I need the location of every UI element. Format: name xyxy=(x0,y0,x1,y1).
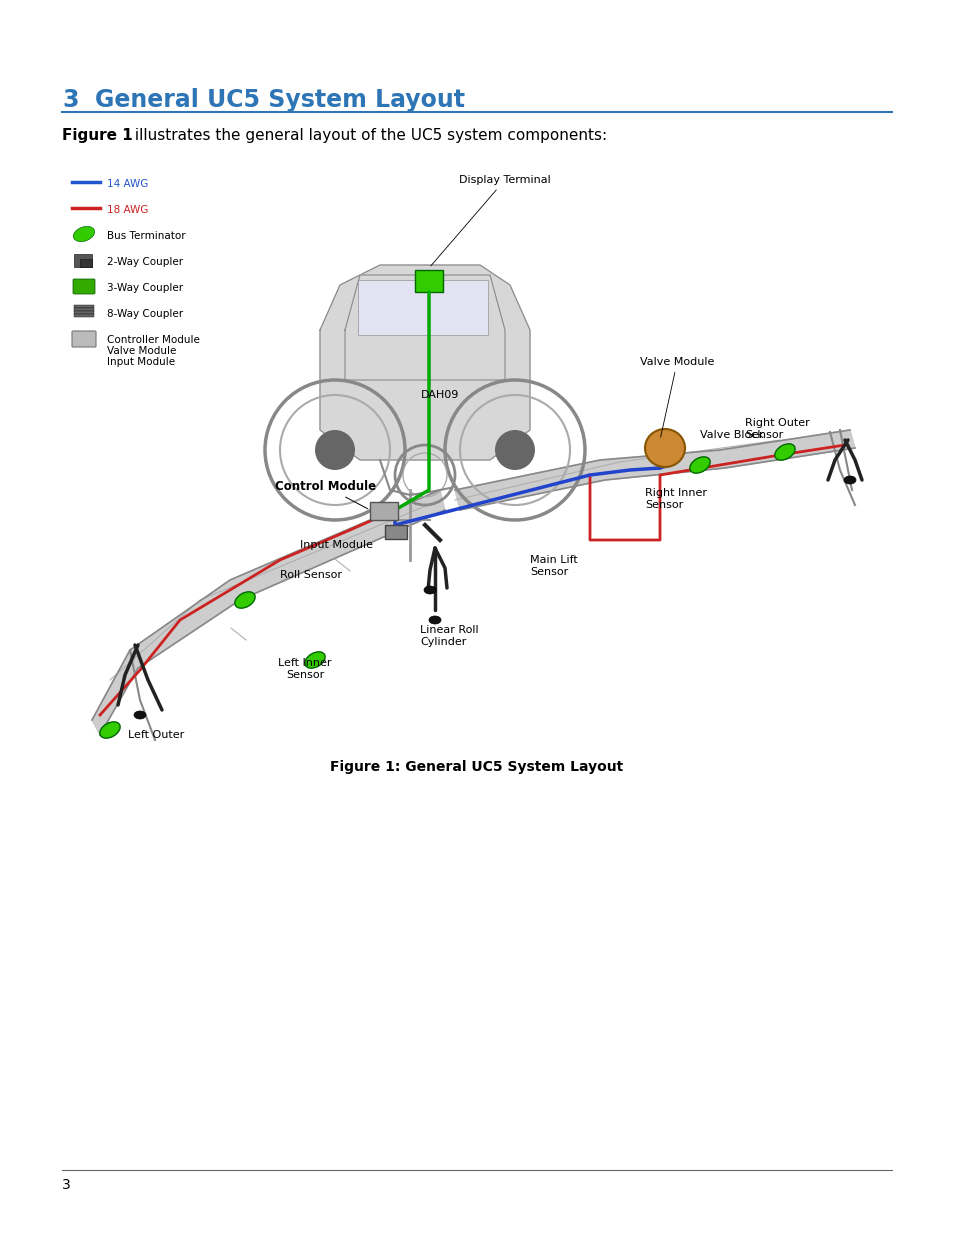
Bar xyxy=(370,501,397,520)
Text: Input Module: Input Module xyxy=(107,357,175,367)
Ellipse shape xyxy=(100,721,120,739)
Ellipse shape xyxy=(429,616,440,624)
Ellipse shape xyxy=(774,443,794,461)
Text: Right Outer
Sensor: Right Outer Sensor xyxy=(744,417,809,441)
Polygon shape xyxy=(455,430,854,510)
Text: Figure 1: Figure 1 xyxy=(62,128,132,143)
Text: Controller Module: Controller Module xyxy=(107,335,200,345)
Polygon shape xyxy=(345,275,504,380)
Text: Input Module: Input Module xyxy=(299,540,373,550)
Ellipse shape xyxy=(305,652,325,668)
Text: Valve Module: Valve Module xyxy=(639,357,714,437)
Text: 3-Way Coupler: 3-Way Coupler xyxy=(107,283,183,293)
Text: Left Outer: Left Outer xyxy=(128,730,184,740)
Text: Main Lift
Sensor: Main Lift Sensor xyxy=(530,555,578,578)
Ellipse shape xyxy=(133,711,146,719)
Bar xyxy=(385,525,407,538)
Bar xyxy=(74,314,94,317)
Text: Valve Module: Valve Module xyxy=(107,346,176,356)
Ellipse shape xyxy=(423,585,436,594)
Text: General UC5 System Layout: General UC5 System Layout xyxy=(95,88,464,112)
Bar xyxy=(415,270,442,291)
Text: 18 AWG: 18 AWG xyxy=(107,205,149,215)
Text: DAH09: DAH09 xyxy=(420,390,458,400)
Text: illustrates the general layout of the UC5 system components:: illustrates the general layout of the UC… xyxy=(130,128,606,143)
Text: Control Module: Control Module xyxy=(274,480,375,509)
Ellipse shape xyxy=(843,475,855,484)
Bar xyxy=(357,280,488,335)
Polygon shape xyxy=(319,266,530,459)
Ellipse shape xyxy=(73,226,94,242)
Bar xyxy=(80,259,91,267)
Text: Left Inner
Sensor: Left Inner Sensor xyxy=(278,658,332,680)
Text: Linear Roll
Cylinder: Linear Roll Cylinder xyxy=(419,625,478,647)
Text: Figure 1: General UC5 System Layout: Figure 1: General UC5 System Layout xyxy=(330,760,623,774)
Ellipse shape xyxy=(644,429,684,467)
Text: Display Terminal: Display Terminal xyxy=(431,175,550,266)
Circle shape xyxy=(495,430,535,471)
Bar xyxy=(74,254,91,267)
FancyBboxPatch shape xyxy=(71,331,96,347)
Polygon shape xyxy=(91,490,444,735)
Text: Bus Terminator: Bus Terminator xyxy=(107,231,186,241)
Ellipse shape xyxy=(234,592,254,608)
Text: Valve Block: Valve Block xyxy=(700,430,763,440)
Bar xyxy=(74,305,94,308)
Text: Roll Sensor: Roll Sensor xyxy=(280,571,341,580)
Text: 3: 3 xyxy=(62,88,78,112)
Text: 2-Way Coupler: 2-Way Coupler xyxy=(107,257,183,267)
FancyBboxPatch shape xyxy=(73,279,95,294)
Text: Right Inner
Sensor: Right Inner Sensor xyxy=(644,488,706,510)
Text: 8-Way Coupler: 8-Way Coupler xyxy=(107,309,183,319)
Circle shape xyxy=(314,430,355,471)
Bar xyxy=(74,311,94,314)
Text: 3: 3 xyxy=(62,1178,71,1192)
Ellipse shape xyxy=(689,457,709,473)
Text: 14 AWG: 14 AWG xyxy=(107,179,149,189)
Bar xyxy=(74,308,94,311)
